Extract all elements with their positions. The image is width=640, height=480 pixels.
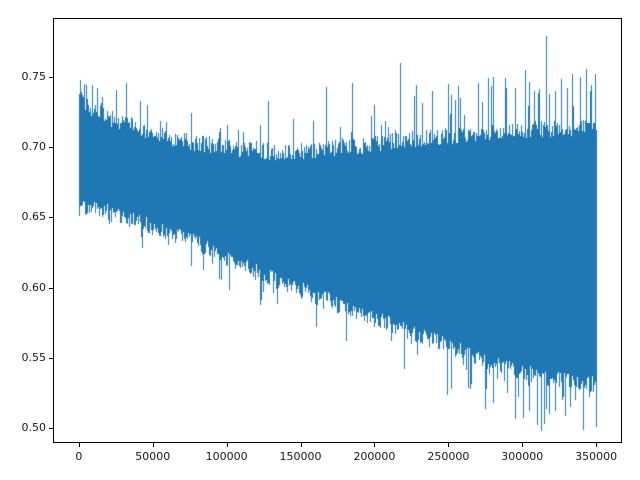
x-tick-mark [374, 443, 376, 447]
x-tick-label: 250000 [427, 450, 470, 463]
y-tick-label: 0.60 [21, 280, 47, 294]
y-tick-label: 0.75 [21, 69, 47, 83]
x-tick-label: 200000 [353, 450, 396, 463]
y-tick-label: 0.65 [21, 210, 47, 224]
y-tick-mark [49, 147, 53, 149]
x-tick-mark [78, 443, 80, 447]
x-tick-mark [152, 443, 154, 447]
x-tick-label: 300000 [501, 450, 544, 463]
x-tick-mark [300, 443, 302, 447]
y-tick-mark [49, 427, 53, 429]
y-tick-mark [49, 217, 53, 219]
y-tick-mark [49, 76, 53, 78]
x-tick-label: 150000 [279, 450, 322, 463]
x-tick-mark [522, 443, 524, 447]
y-tick-label: 0.50 [21, 420, 47, 434]
x-tick-mark [448, 443, 450, 447]
x-tick-label: 350000 [575, 450, 618, 463]
x-tick-label: 100000 [205, 450, 248, 463]
x-tick-label: 0 [75, 450, 83, 463]
y-tick-mark [49, 357, 53, 359]
x-tick-mark [226, 443, 228, 447]
y-tick-mark [49, 287, 53, 289]
x-tick-mark [596, 443, 598, 447]
y-tick-label: 0.70 [21, 140, 47, 154]
x-tick-label: 50000 [135, 450, 171, 463]
y-tick-label: 0.55 [21, 350, 47, 364]
